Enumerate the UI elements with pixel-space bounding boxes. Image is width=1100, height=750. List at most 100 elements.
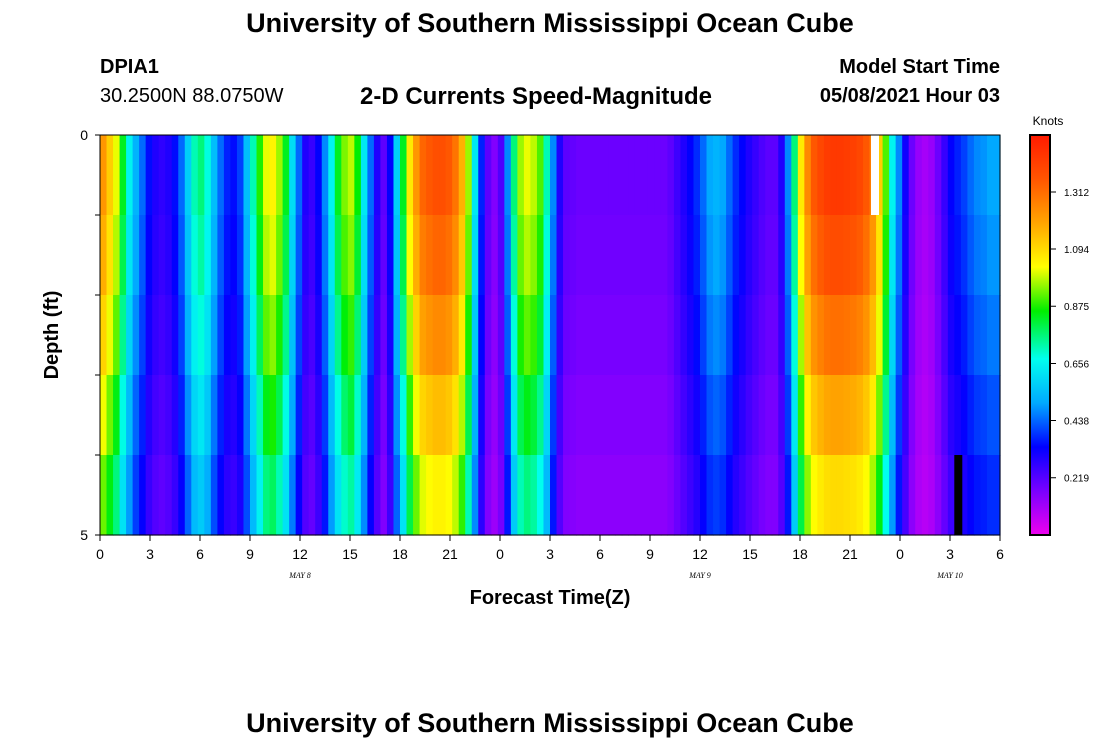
heatmap-cell [986, 135, 995, 216]
x-tick-label: 0 [496, 546, 504, 562]
heatmap-cell [889, 135, 897, 216]
heatmap-cell [726, 215, 734, 296]
heatmap-cell [634, 135, 642, 216]
heatmap-cell [582, 375, 590, 456]
heatmap-cell [680, 135, 688, 216]
heatmap-cell [817, 375, 825, 456]
heatmap-cell [393, 295, 401, 376]
heatmap-cell [517, 135, 525, 216]
heatmap-cell [347, 135, 355, 216]
heatmap-cell [556, 455, 564, 536]
heatmap-cell [778, 215, 786, 296]
heatmap-cell [386, 215, 395, 296]
heatmap-cell [713, 295, 721, 376]
heatmap-cell [765, 455, 773, 536]
heatmap-cell [106, 375, 114, 456]
heatmap-cell [315, 215, 323, 296]
heatmap-cell [406, 455, 414, 536]
heatmap-cell [608, 215, 616, 296]
heatmap-cell [863, 455, 871, 536]
heatmap-cell [373, 375, 382, 456]
heatmap-cell [830, 215, 838, 296]
heatmap-cell [100, 135, 108, 216]
heatmap-cell [576, 295, 584, 376]
heatmap-cell [308, 135, 316, 216]
heatmap-cell [413, 135, 421, 216]
chart-title: University of Southern Mississippi Ocean… [246, 8, 854, 38]
heatmap-cell [758, 375, 766, 456]
heatmap-cell [778, 375, 786, 456]
heatmap-cell [810, 135, 818, 216]
heatmap-cell [341, 215, 349, 296]
heatmap-cell [269, 215, 277, 296]
heatmap-cell [256, 215, 264, 296]
heatmap-cell [563, 375, 571, 456]
heatmap-cell [863, 295, 871, 376]
heatmap-cell [771, 135, 779, 216]
heatmap-cell [419, 455, 427, 536]
heatmap-cell [686, 215, 695, 296]
heatmap-cell [784, 375, 792, 456]
heatmap-cell [191, 215, 199, 296]
heatmap-cell [941, 375, 949, 456]
heatmap-cell [556, 375, 564, 456]
y-axis: 05 [80, 127, 100, 543]
heatmap-cell [510, 215, 518, 296]
heatmap-cell [197, 295, 205, 376]
heatmap-cell [386, 375, 395, 456]
heatmap-cell [876, 215, 884, 296]
colorbar-tick-label: 0.219 [1064, 474, 1089, 485]
heatmap-cell [171, 135, 179, 216]
heatmap-cell [739, 455, 747, 536]
heatmap-cell [406, 135, 414, 216]
heatmap-cell [791, 135, 799, 216]
x-tick-label: 0 [96, 546, 104, 562]
heatmap-cell [621, 135, 629, 216]
heatmap-cell [608, 455, 616, 536]
heatmap-cell [876, 455, 884, 536]
heatmap-cell [197, 455, 205, 536]
heatmap-cell [641, 295, 649, 376]
heatmap-cell [452, 215, 460, 296]
heatmap-cell [784, 295, 792, 376]
heatmap-cell [393, 375, 401, 456]
heatmap-cell [634, 295, 642, 376]
colorbar-tick-label: 1.094 [1064, 245, 1089, 256]
colorbar-unit-label: Knots [1033, 114, 1064, 128]
heatmap-cell [445, 375, 453, 456]
heatmap-cell [797, 215, 805, 296]
heatmap-cell [921, 135, 929, 216]
heatmap-cell [139, 135, 147, 216]
heatmap-cell [908, 375, 916, 456]
heatmap-cell [289, 215, 297, 296]
heatmap-cell [915, 295, 923, 376]
heatmap-cell [967, 455, 975, 536]
heatmap-cell [967, 215, 975, 296]
heatmap-cell [680, 295, 688, 376]
heatmap-cell [432, 215, 440, 296]
heatmap-cell [934, 295, 942, 376]
heatmap-cell [347, 295, 355, 376]
heatmap-cell [223, 215, 232, 296]
heatmap-cell [321, 375, 329, 456]
x-tick-label: 12 [292, 546, 308, 562]
heatmap-cell [843, 455, 851, 536]
heatmap-cell [543, 375, 551, 456]
heatmap-cell [119, 135, 127, 216]
heatmap-cell [132, 215, 140, 296]
heatmap-cell [882, 135, 890, 216]
heatmap-cell [354, 135, 362, 216]
heatmap-cell [452, 135, 460, 216]
station-id: DPIA1 [100, 56, 159, 78]
heatmap-cell [360, 295, 368, 376]
heatmap-cell [523, 135, 532, 216]
heatmap-cell [393, 215, 401, 296]
heatmap-cell [667, 455, 675, 536]
heatmap-cell [771, 215, 779, 296]
heatmap-cell [126, 135, 134, 216]
heatmap-cell [876, 295, 884, 376]
heatmap-cell [347, 215, 355, 296]
heatmap-cell [210, 375, 218, 456]
heatmap-cell [132, 455, 140, 536]
heatmap-cell [804, 375, 812, 456]
